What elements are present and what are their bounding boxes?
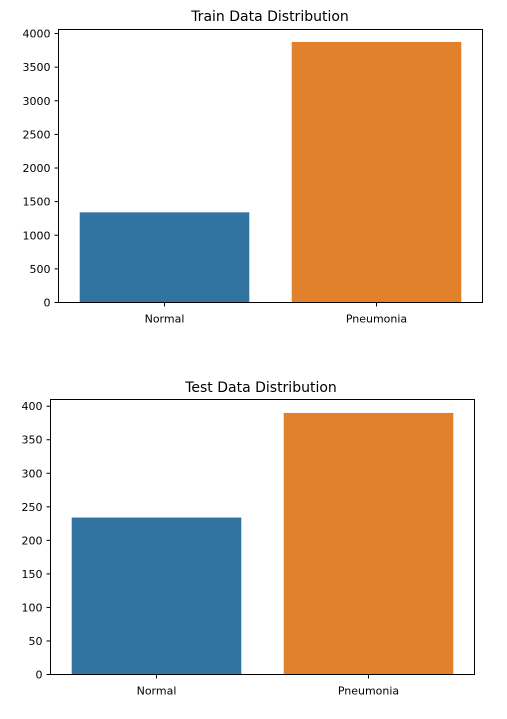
bar-pneumonia [291,41,462,303]
chart-title: Test Data Distribution [184,380,337,396]
y-tick-label: 300 [22,467,43,480]
plot-frame [50,399,475,675]
y-tick-label: 3500 [23,61,51,74]
y-tick-label: 200 [22,534,43,547]
y-axis: 0 500 1000 1500 2000 2500 3000 3500 4000 [23,28,59,310]
x-axis: Normal Pneumonia [145,302,407,326]
y-tick-label: 250 [22,501,43,514]
y-tick-label: 150 [22,568,43,581]
y-tick-label: 2000 [23,162,51,175]
y-tick-label: 400 [22,400,43,413]
test-chart: Test Data Distribution 0 50 100 150 200 250 30… [22,380,475,698]
x-axis: Normal Pneumonia [137,674,399,698]
y-tick-label: 350 [22,434,43,447]
bar-normal [71,517,242,675]
y-tick-label: 3000 [23,95,51,108]
y-tick-label: 1000 [23,229,51,242]
chart-title: Train Data Distribution [190,9,349,25]
plot-frame [58,29,483,303]
x-tick-label: Pneumonia [346,313,407,326]
bars-group [79,41,462,303]
y-axis: 0 50 100 150 200 250 300 350 400 [22,400,51,682]
bar-normal [79,212,250,303]
bars-group [71,412,454,675]
y-tick-label: 1500 [23,196,51,209]
y-tick-label: 100 [22,601,43,614]
x-tick-label: Normal [137,685,177,698]
x-tick-label: Normal [145,313,185,326]
x-tick-label: Pneumonia [338,685,399,698]
y-tick-label: 2500 [23,128,51,141]
y-tick-label: 0 [36,669,43,682]
y-tick-label: 500 [30,263,51,276]
y-tick-label: 0 [44,297,51,310]
y-tick-label: 50 [29,635,43,648]
bar-pneumonia [283,412,454,675]
train-chart: Train Data Distribution 0 500 1000 1500 2000… [23,9,483,326]
y-tick-label: 4000 [23,28,51,41]
